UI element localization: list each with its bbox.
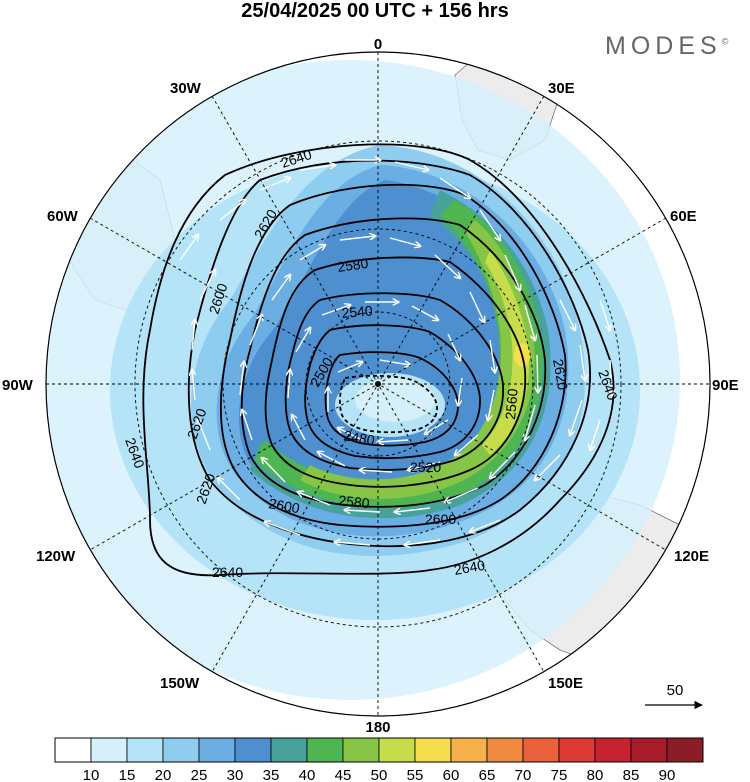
colorbar-tick-label: 30 xyxy=(227,767,244,782)
colorbar-cell xyxy=(630,737,668,763)
lon-label-60e: 60E xyxy=(670,208,697,225)
contour-labels: 2640 2620 2600 2580 2540 2500 2480 2520 … xyxy=(122,146,621,580)
colorbar-cell xyxy=(378,737,416,763)
colorbar-cell xyxy=(198,737,236,763)
colorbar-cell xyxy=(450,737,488,763)
colorbar-cell xyxy=(666,737,704,763)
colorbar-cell xyxy=(54,737,92,763)
colorbar-cell xyxy=(558,737,596,763)
contour-2640 xyxy=(142,143,615,577)
lon-label-150e: 150E xyxy=(548,675,583,692)
lon-label-0: 0 xyxy=(374,36,382,53)
wind-speed-shading xyxy=(46,60,680,700)
colorbar-frame xyxy=(54,737,704,763)
colorbar-tick-label: 35 xyxy=(263,767,280,782)
colorbar-cell xyxy=(414,737,452,763)
colorbar-tick-label: 60 xyxy=(443,767,460,782)
modes-logo: MODES© xyxy=(605,32,729,60)
lon-label-120w: 120W xyxy=(36,548,76,565)
lon-label-90e: 90E xyxy=(712,377,739,394)
colorbar-tick-label: 50 xyxy=(371,767,388,782)
colorbar-tick-label: 45 xyxy=(335,767,352,782)
lon-label-120e: 120E xyxy=(674,548,709,565)
lon-label-30w: 30W xyxy=(170,80,202,97)
contour-label: 2640 xyxy=(453,557,487,578)
height-contours xyxy=(142,143,615,577)
contour-2520 xyxy=(304,324,481,459)
contour-label: 2540 xyxy=(341,302,374,321)
colorbar: 10 15 20 25 30 35 40 45 50 55 60 65 70 75 80 85 90 xyxy=(54,737,704,782)
map-border xyxy=(45,51,711,717)
south-pole-marker xyxy=(375,381,381,387)
map-disk: 2640 2620 2600 2580 2540 2500 2480 2520 … xyxy=(46,52,710,716)
contour-label: 2640 xyxy=(212,564,243,580)
colorbar-tick-label: 65 xyxy=(479,767,496,782)
colorbar-tick-label: 25 xyxy=(191,767,208,782)
colorbar-tick-label: 10 xyxy=(83,767,100,782)
colorbar-cell xyxy=(90,737,128,763)
colorbar-tick-label: 75 xyxy=(551,767,568,782)
colorbar-tick-label: 70 xyxy=(515,767,532,782)
lon-label-180: 180 xyxy=(365,719,390,736)
colorbar-cell xyxy=(234,737,272,763)
colorbar-cell xyxy=(162,737,200,763)
lon-label-150w: 150W xyxy=(160,675,200,692)
colorbar-cell xyxy=(126,737,164,763)
longitude-labels: 0 180 90W 90E 30W 60W 30E 60E 120W 150W … xyxy=(2,36,739,736)
colorbar-tick-label: 90 xyxy=(659,767,676,782)
lon-label-30e: 30E xyxy=(548,80,575,97)
contour-2620 xyxy=(187,159,591,548)
lon-label-60w: 60W xyxy=(47,208,79,225)
colorbar-tick-label: 15 xyxy=(119,767,136,782)
wind-vectors xyxy=(179,160,612,545)
colorbar-cell xyxy=(486,737,524,763)
colorbar-cells xyxy=(54,737,704,763)
wind-scale-label: 50 xyxy=(667,682,684,699)
contour-2500 xyxy=(324,351,459,447)
wind-scale-reference: 50 xyxy=(645,682,703,710)
contour-label: 2480 xyxy=(342,427,376,448)
colorbar-tick-label: 55 xyxy=(407,767,424,782)
colorbar-tick-label: 40 xyxy=(299,767,316,782)
colorbar-tick-label: 85 xyxy=(623,767,640,782)
colorbar-cell xyxy=(522,737,560,763)
contour-label: 2600 xyxy=(425,511,456,527)
colorbar-tick-label: 80 xyxy=(587,767,604,782)
contour-label: 2580 xyxy=(338,492,371,511)
colorbar-tick-labels: 10 15 20 25 30 35 40 45 50 55 60 65 70 75 80 85 90 xyxy=(83,767,676,782)
colorbar-cell xyxy=(270,737,308,763)
contour-label: 2580 xyxy=(336,255,369,275)
map-title: 25/04/2025 00 UTC + 156 hrs xyxy=(241,0,509,22)
colorbar-cell xyxy=(342,737,380,763)
colorbar-cell xyxy=(306,737,344,763)
contour-2480 xyxy=(339,374,438,434)
colorbar-cell xyxy=(594,737,632,763)
contour-2600 xyxy=(219,183,567,528)
contour-label: 2620 xyxy=(550,358,571,392)
lon-label-90w: 90W xyxy=(2,377,34,394)
contour-label: 2560 xyxy=(502,388,521,421)
contour-2560 xyxy=(264,256,527,488)
colorbar-tick-label: 20 xyxy=(155,767,172,782)
